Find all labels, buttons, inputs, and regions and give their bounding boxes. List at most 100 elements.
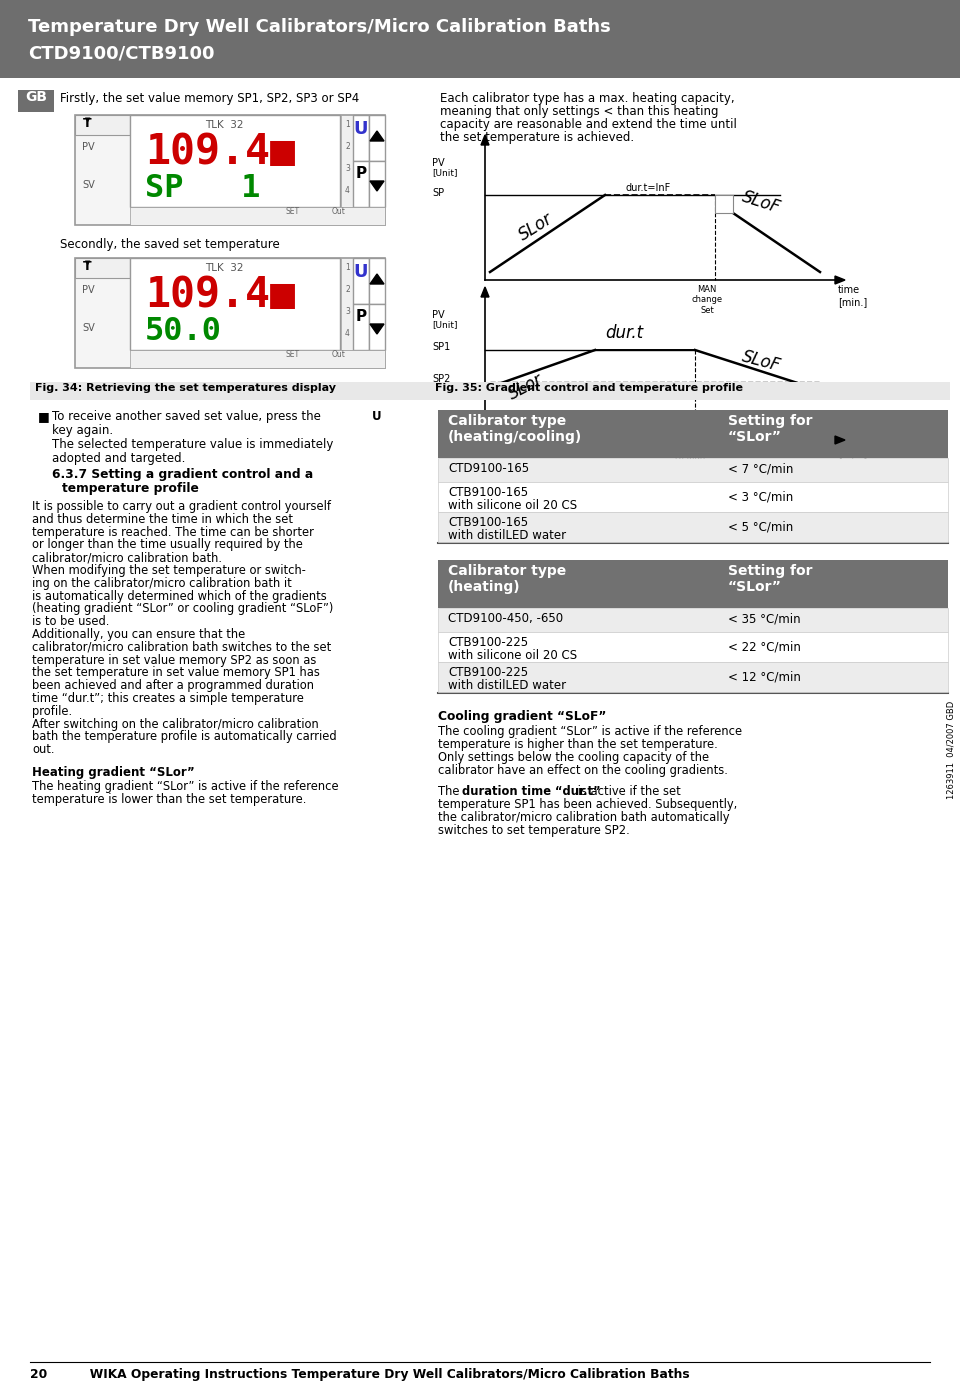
Text: profile.: profile. <box>32 705 72 717</box>
Bar <box>353 259 369 303</box>
Bar <box>18 89 54 112</box>
Bar <box>369 303 385 350</box>
Text: Cooling gradient “SLoF”: Cooling gradient “SLoF” <box>438 710 607 723</box>
Bar <box>438 482 948 512</box>
Text: calibrator/micro calibration bath.: calibrator/micro calibration bath. <box>32 551 222 565</box>
Text: adopted and targeted.: adopted and targeted. <box>52 452 185 466</box>
Text: out.: out. <box>32 744 55 756</box>
Text: When modifying the set temperature or switch-: When modifying the set temperature or sw… <box>32 563 306 577</box>
Bar <box>438 410 948 459</box>
Polygon shape <box>835 275 845 284</box>
Text: is automatically determined which of the gradients: is automatically determined which of the… <box>32 590 326 603</box>
Text: The selected temperature value is immediately: The selected temperature value is immedi… <box>52 438 333 452</box>
Text: temperature profile: temperature profile <box>62 482 199 495</box>
Text: switches to set temperature SP2.: switches to set temperature SP2. <box>438 823 630 837</box>
Bar <box>353 303 369 350</box>
Text: T: T <box>83 260 91 273</box>
Text: 2: 2 <box>345 285 349 294</box>
Text: 1: 1 <box>345 263 349 273</box>
Bar <box>0 0 960 78</box>
Text: with silicone oil 20 CS: with silicone oil 20 CS <box>448 649 577 663</box>
Bar <box>130 259 340 350</box>
Text: U: U <box>372 410 382 424</box>
Text: CTB9100-225: CTB9100-225 <box>448 665 528 679</box>
Text: Only settings below the cooling capacity of the: Only settings below the cooling capacity… <box>438 751 709 763</box>
Text: Secondly, the saved set temperature: Secondly, the saved set temperature <box>60 238 279 252</box>
Text: To receive another saved set value, press the: To receive another saved set value, pres… <box>52 410 324 424</box>
Bar <box>430 382 950 400</box>
Text: temperature is higher than the set temperature.: temperature is higher than the set tempe… <box>438 738 718 751</box>
Text: (heating/cooling): (heating/cooling) <box>448 431 583 445</box>
Text: (heating): (heating) <box>448 580 520 594</box>
Bar <box>341 115 353 207</box>
Text: PV: PV <box>432 158 444 168</box>
Text: U: U <box>353 263 369 281</box>
Text: [Unit]: [Unit] <box>432 320 458 329</box>
Text: 3: 3 <box>345 164 349 173</box>
Text: SLoF: SLoF <box>740 187 783 217</box>
Text: P: P <box>355 166 367 180</box>
Text: CTB9100-225: CTB9100-225 <box>448 636 528 649</box>
Text: PV: PV <box>432 310 444 320</box>
Text: the set temperature in set value memory SP1 has: the set temperature in set value memory … <box>32 667 320 679</box>
Text: Firstly, the set value memory SP1, SP2, SP3 or SP4: Firstly, the set value memory SP1, SP2, … <box>60 92 359 105</box>
Bar <box>438 608 948 632</box>
Text: SP2: SP2 <box>432 375 450 384</box>
Text: PV: PV <box>82 285 95 295</box>
Text: Fig. 34: Retrieving the set temperatures display: Fig. 34: Retrieving the set temperatures… <box>35 383 336 393</box>
Text: dur.t: dur.t <box>605 324 643 343</box>
Text: [Unit]: [Unit] <box>432 168 458 178</box>
Text: the calibrator/micro calibration bath automatically: the calibrator/micro calibration bath au… <box>438 811 730 823</box>
Text: CTD9100-165: CTD9100-165 <box>448 461 529 475</box>
Text: The cooling gradient “SLor” is active if the reference: The cooling gradient “SLor” is active if… <box>438 726 742 738</box>
Text: After switching on the calibrator/micro calibration: After switching on the calibrator/micro … <box>32 717 319 731</box>
Text: 4: 4 <box>345 186 349 194</box>
Text: It is possible to carry out a gradient control yourself: It is possible to carry out a gradient c… <box>32 500 331 513</box>
Text: SLor: SLor <box>515 210 556 245</box>
Text: Setting for: Setting for <box>728 414 812 428</box>
Text: ▼: ▼ <box>85 260 90 266</box>
Text: Calibrator type: Calibrator type <box>448 414 566 428</box>
Text: is to be used.: is to be used. <box>32 615 109 628</box>
Text: < 5 °C/min: < 5 °C/min <box>728 520 793 533</box>
Text: GB: GB <box>25 89 47 103</box>
Text: calibrator/micro calibration bath switches to the set: calibrator/micro calibration bath switch… <box>32 640 331 654</box>
Text: U: U <box>353 120 369 138</box>
Text: dur.t=InF: dur.t=InF <box>625 183 670 193</box>
Polygon shape <box>835 436 845 445</box>
Text: “SLor”: “SLor” <box>728 431 781 445</box>
Text: 20          WIKA Operating Instructions Temperature Dry Well Calibrators/Micro C: 20 WIKA Operating Instructions Temperatu… <box>30 1369 689 1381</box>
Bar <box>438 561 948 608</box>
Bar <box>369 161 385 207</box>
Text: is active if the set: is active if the set <box>574 786 681 798</box>
Text: (heating gradient “SLor” or cooling gradient “SLoF”): (heating gradient “SLor” or cooling grad… <box>32 603 333 615</box>
Text: < 7 °C/min: < 7 °C/min <box>728 461 793 475</box>
Text: SLor: SLor <box>505 370 546 403</box>
Bar <box>30 382 430 400</box>
Text: TLK  32: TLK 32 <box>205 120 244 130</box>
Text: been achieved and after a programmed duration: been achieved and after a programmed dur… <box>32 679 314 692</box>
Text: Calibrator type: Calibrator type <box>448 563 566 577</box>
Text: SET: SET <box>285 350 300 359</box>
Text: Out: Out <box>332 207 346 217</box>
Text: Temperature Dry Well Calibrators/Micro Calibration Baths: Temperature Dry Well Calibrators/Micro C… <box>28 18 611 36</box>
Text: Heating gradient “SLor”: Heating gradient “SLor” <box>32 766 195 779</box>
Text: meaning that only settings < than this heating: meaning that only settings < than this h… <box>440 105 718 117</box>
Bar <box>438 512 948 542</box>
Text: SLoF: SLoF <box>740 347 782 375</box>
Text: temperature is reached. The time can be shorter: temperature is reached. The time can be … <box>32 526 314 538</box>
Text: T: T <box>83 117 91 130</box>
Text: < 35 °C/min: < 35 °C/min <box>728 612 801 625</box>
Text: Out: Out <box>332 350 346 359</box>
Text: SP1: SP1 <box>432 343 450 352</box>
Bar <box>369 259 385 303</box>
Text: SV: SV <box>82 180 95 190</box>
Bar <box>341 259 353 350</box>
Text: ■: ■ <box>38 410 50 424</box>
Bar <box>715 194 733 212</box>
Text: calibrator have an effect on the cooling gradients.: calibrator have an effect on the cooling… <box>438 763 728 777</box>
Text: Additionally, you can ensure that the: Additionally, you can ensure that the <box>32 628 245 642</box>
Text: 1263911  04/2007 GBD: 1263911 04/2007 GBD <box>947 700 955 800</box>
Bar <box>75 259 385 368</box>
Text: with distilLED water: with distilLED water <box>448 528 566 542</box>
